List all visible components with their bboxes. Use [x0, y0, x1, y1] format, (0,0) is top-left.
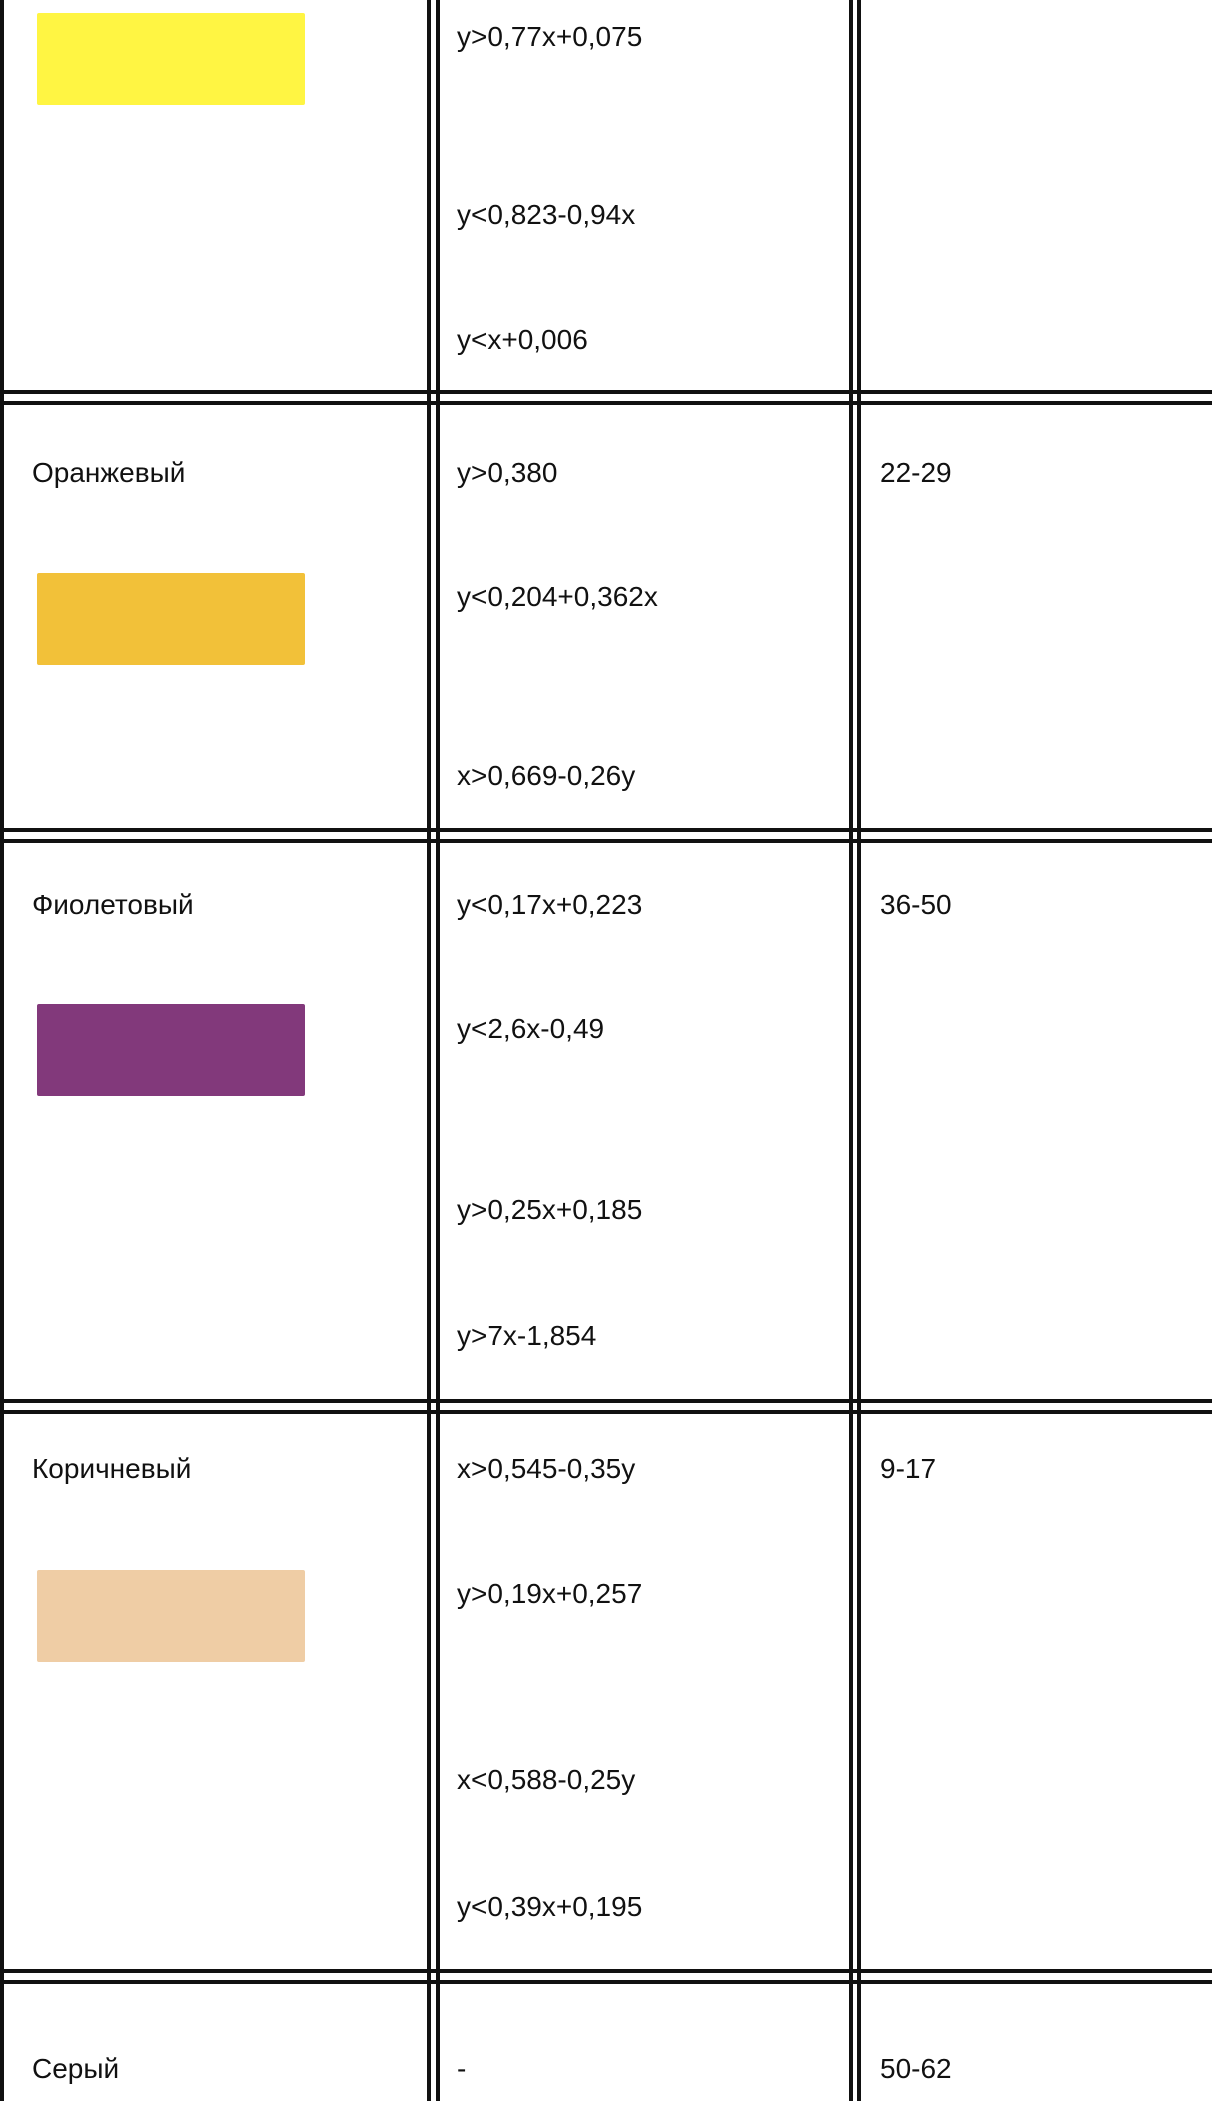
condition-text: - — [457, 2053, 467, 2084]
row-separator-3b — [0, 1410, 1212, 1414]
condition-text: y<0,39x+0,195 — [457, 1891, 643, 1922]
orange-swatch — [37, 573, 305, 665]
violet-swatch — [37, 1004, 305, 1096]
condition-text: y<0,823-0,94x — [457, 199, 636, 230]
condition-text: y<x+0,006 — [457, 324, 588, 355]
table-divider-left-a — [427, 0, 431, 2101]
condition-text: y>0,25x+0,185 — [457, 1194, 643, 1225]
color-name-brown: Коричневый — [32, 1453, 192, 1484]
range-text-violet: 36-50 — [880, 889, 952, 920]
condition-text: x>0,669-0,26y — [457, 760, 636, 791]
range-text-orange: 22-29 — [880, 457, 952, 488]
range-text-brown: 9-17 — [880, 1453, 937, 1484]
condition-text: y>0,19x+0,257 — [457, 1578, 643, 1609]
row-separator-1 — [0, 390, 1212, 394]
row-separator-4 — [0, 1969, 1212, 1973]
condition-text: y>0,380 — [457, 457, 558, 488]
table-divider-left-b — [436, 0, 440, 2101]
condition-text: y<0,17x+0,223 — [457, 889, 643, 920]
condition-text: x<0,588-0,25y — [457, 1764, 636, 1795]
condition-text: y>7x-1,854 — [457, 1320, 597, 1351]
condition-text: y<2,6x-0,49 — [457, 1013, 605, 1044]
yellow-swatch — [37, 13, 305, 105]
condition-text: y<0,204+0,362x — [457, 581, 658, 612]
range-text-gray: 50-62 — [880, 2053, 952, 2084]
color-name-violet: Фиолетовый — [32, 889, 194, 920]
row-separator-4b — [0, 1980, 1212, 1984]
color-name-orange: Оранжевый — [32, 457, 186, 488]
row-separator-2b — [0, 839, 1212, 843]
row-separator-1b — [0, 401, 1212, 405]
row-separator-2 — [0, 828, 1212, 832]
condition-text: y>0,77x+0,075 — [457, 21, 643, 52]
table-divider-right-b — [857, 0, 861, 2101]
row-separator-3 — [0, 1399, 1212, 1403]
condition-text: x>0,545-0,35y — [457, 1453, 636, 1484]
table-divider-right-a — [849, 0, 853, 2101]
color-name-gray: Серый — [32, 2053, 120, 2084]
brown-swatch — [37, 1570, 305, 1662]
table-left-border — [0, 0, 4, 2101]
